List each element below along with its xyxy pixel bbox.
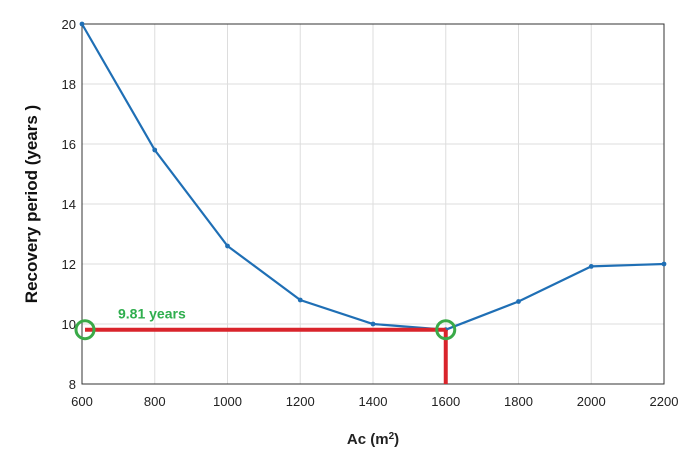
data-point — [79, 21, 85, 27]
x-tick-label: 1400 — [359, 394, 388, 409]
y-axis-ticks: 8 10 12 14 16 18 20 — [62, 17, 76, 392]
y-tick-label: 20 — [62, 17, 76, 32]
series-group — [79, 21, 667, 333]
x-tick-label: 1200 — [286, 394, 315, 409]
y-tick-label: 16 — [62, 137, 76, 152]
data-point — [588, 264, 594, 269]
x-tick-label: 1800 — [504, 394, 533, 409]
x-tick-label: 2000 — [577, 394, 606, 409]
data-point — [370, 321, 376, 327]
x-tick-label: 800 — [144, 394, 166, 409]
annotation-group — [74, 319, 457, 384]
annotation-circle-left — [74, 319, 96, 341]
y-axis-label: Recovery period (years ) — [22, 105, 41, 303]
x-axis-ticks: 600 800 1000 1200 1400 1600 1800 2000 2200 — [71, 394, 678, 409]
y-tick-label: 12 — [62, 257, 76, 272]
x-tick-label: 2200 — [650, 394, 679, 409]
data-point — [225, 243, 230, 249]
x-axis-label: Ac (m2) — [347, 431, 399, 449]
x-tick-label: 1000 — [213, 394, 242, 409]
plot-frame — [81, 23, 665, 385]
annotation-circle-right — [435, 319, 457, 341]
data-point — [152, 147, 158, 153]
y-tick-label: 10 — [62, 317, 76, 332]
x-tick-label: 1600 — [431, 394, 460, 409]
y-tick-label: 18 — [62, 77, 76, 92]
data-point — [297, 297, 303, 303]
annotation-label: 9.81 years — [118, 306, 186, 322]
data-point — [516, 299, 521, 304]
x-tick-label: 600 — [71, 394, 93, 409]
data-point — [661, 261, 667, 267]
y-tick-label: 14 — [62, 197, 76, 212]
y-tick-label: 8 — [69, 377, 76, 392]
